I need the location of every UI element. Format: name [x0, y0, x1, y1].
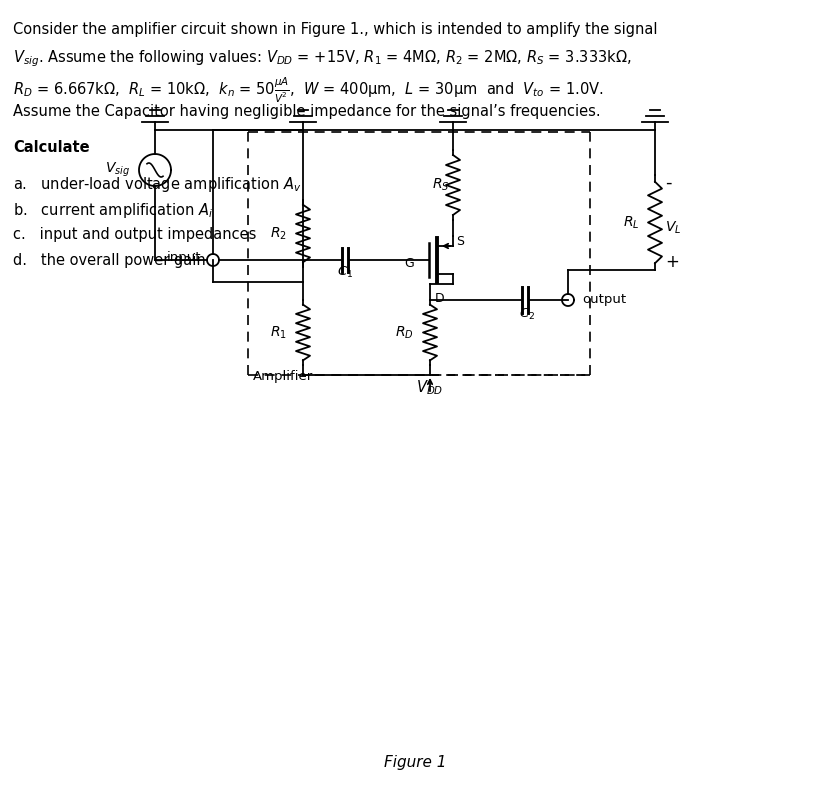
Text: -: - [665, 174, 671, 192]
Text: Assume the Capacitor having negligible impedance for the signal’s frequencies.: Assume the Capacitor having negligible i… [13, 104, 601, 119]
Text: +: + [665, 253, 679, 271]
Text: $R_2$: $R_2$ [270, 225, 287, 242]
Text: $R_S$: $R_S$ [432, 177, 450, 194]
Text: $R_1$: $R_1$ [270, 325, 287, 340]
Text: Calculate: Calculate [13, 140, 90, 155]
Text: d.   the overall power gain: d. the overall power gain [13, 253, 206, 268]
Text: $R_D$: $R_D$ [396, 325, 414, 340]
Text: Consider the amplifier circuit shown in Figure 1., which is intended to amplify : Consider the amplifier circuit shown in … [13, 22, 657, 37]
Text: Amplifier: Amplifier [253, 370, 313, 383]
Text: $C_2$: $C_2$ [519, 307, 535, 322]
Text: G: G [404, 257, 414, 270]
Text: b.   current amplification $A_i$: b. current amplification $A_i$ [13, 201, 214, 220]
Text: $R_L$: $R_L$ [622, 214, 639, 231]
Text: input: input [166, 251, 201, 264]
Text: $V_{sig}$. Assume the following values: $V_{DD}$ = +15V, $R_1$ = 4MΩ, $R_2$ = 2M: $V_{sig}$. Assume the following values: … [13, 48, 632, 69]
Text: $R_D$ = 6.667kΩ,  $R_L$ = 10kΩ,  $k_n$ = 50$\frac{\mu A}{V^2}$,  $W$ = 400μm,  $: $R_D$ = 6.667kΩ, $R_L$ = 10kΩ, $k_n$ = 5… [13, 76, 603, 105]
Text: output: output [582, 294, 626, 307]
Text: a.   under-load voltage amplification $A_v$: a. under-load voltage amplification $A_v… [13, 175, 302, 194]
Text: $C_1$: $C_1$ [337, 265, 353, 280]
Text: $V_{sig}$: $V_{sig}$ [105, 161, 130, 179]
Text: Figure 1: Figure 1 [384, 755, 446, 770]
Text: c.   input and output impedances: c. input and output impedances [13, 227, 257, 242]
Text: $V_L$: $V_L$ [665, 220, 681, 235]
Text: $V_{DD}$: $V_{DD}$ [416, 378, 444, 397]
Text: D: D [435, 292, 445, 305]
Text: S: S [456, 235, 464, 248]
